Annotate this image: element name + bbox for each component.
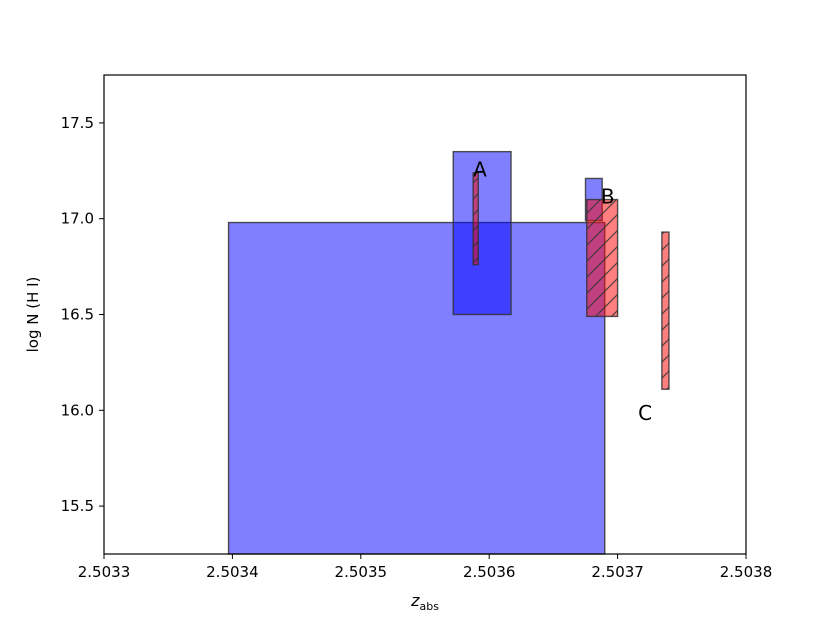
annotations: A B C — [473, 158, 652, 425]
annotation-b: B — [601, 184, 615, 208]
y-tick-label: 16.0 — [61, 401, 94, 419]
y-axis: 15.5 16.0 16.5 17.0 17.5 — [61, 114, 104, 515]
blue-box-1 — [227, 221, 606, 555]
x-tick-label: 2.5033 — [78, 563, 131, 581]
x-tick-label: 2.5036 — [463, 563, 516, 581]
blue-series — [227, 150, 606, 555]
x-tick-label: 2.5037 — [591, 563, 644, 581]
red-box-hatch-1 — [473, 172, 479, 265]
plot-area: A B C — [227, 150, 670, 555]
annotation-a: A — [473, 158, 487, 182]
blue-box-2 — [452, 150, 512, 316]
x-axis-label: zabs — [410, 591, 439, 613]
x-axis: 2.5033 2.5034 2.5035 2.5036 2.5037 2.5038 — [78, 554, 773, 581]
red-series — [472, 172, 670, 390]
x-axis-label-main: z — [410, 591, 420, 610]
x-tick-label: 2.5035 — [335, 563, 388, 581]
red-box-hatch-2 — [586, 199, 618, 317]
y-tick-label: 15.5 — [61, 497, 94, 515]
y-tick-label: 17.0 — [61, 210, 94, 228]
x-tick-label: 2.5034 — [206, 563, 259, 581]
y-tick-label: 16.5 — [61, 306, 94, 324]
x-axis-label-subscript: abs — [419, 600, 439, 613]
y-tick-label: 17.5 — [61, 114, 94, 132]
red-box-hatch-3 — [661, 232, 669, 390]
annotation-c: C — [638, 401, 652, 425]
y-axis-label: log N (H I) — [24, 277, 42, 353]
x-tick-label: 2.5038 — [720, 563, 773, 581]
